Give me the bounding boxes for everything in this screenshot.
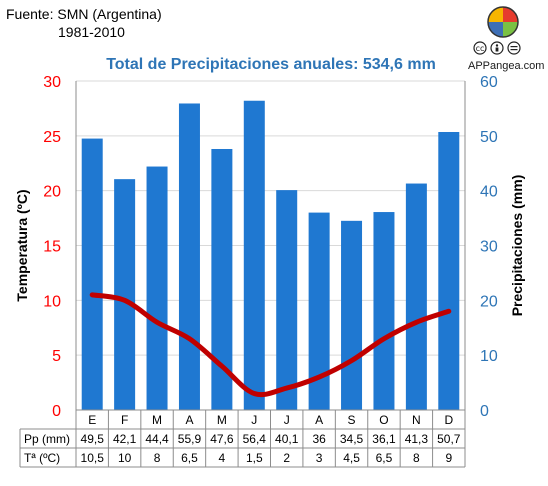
source-label: Fuente: SMN (Argentina) [6, 6, 162, 22]
table-value: 3 [316, 451, 323, 465]
nd-icon [507, 41, 521, 55]
precip-bar [308, 212, 330, 410]
period-label: 1981-2010 [58, 24, 125, 40]
x-tick-label: A [315, 413, 323, 427]
logo-yellow-piece [488, 7, 503, 22]
table-value: 2 [283, 451, 290, 465]
precip-bar [341, 220, 363, 410]
by-icon [490, 41, 504, 55]
precipitation-bars [81, 100, 460, 411]
x-tick-label: S [348, 413, 356, 427]
right-tick-label: 0 [480, 403, 489, 420]
table-value: 36,1 [372, 432, 396, 446]
temperature-line-path [89, 292, 452, 398]
table-value: 36 [312, 432, 326, 446]
left-tick-label: 10 [43, 293, 61, 310]
precip-bar [81, 138, 103, 410]
table-value: 6,5 [376, 451, 393, 465]
table-value: 34,5 [340, 432, 364, 446]
table-value: 9 [445, 451, 452, 465]
x-tick-label: D [444, 413, 453, 427]
right-tick-label: 60 [480, 74, 498, 91]
temperature-line [89, 292, 452, 398]
table-value: 1,5 [246, 451, 263, 465]
x-tick-label: O [379, 413, 388, 427]
x-tick-label: J [284, 413, 290, 427]
left-tick-label: 0 [52, 403, 61, 420]
chart-title: Total de Precipitaciones anuales: 534,6 … [106, 56, 436, 73]
x-tick-label: J [251, 413, 257, 427]
appangea-logo: cc [473, 6, 521, 55]
logo-blue-piece [488, 22, 503, 37]
table-value: 49,5 [81, 432, 105, 446]
left-axis-title: Temperatura (ºC) [14, 189, 30, 301]
precip-bar [146, 166, 168, 410]
precip-bar [114, 179, 136, 410]
svg-text:cc: cc [476, 44, 485, 53]
table-value: 50,7 [437, 432, 461, 446]
left-tick-label: 25 [43, 129, 61, 146]
table-value: 47,6 [210, 432, 234, 446]
brand-label: APPangea.com [468, 60, 545, 72]
grid-lines [76, 80, 465, 356]
table-value: 8 [154, 451, 161, 465]
precip-bar [405, 183, 427, 410]
right-tick-label: 30 [480, 239, 498, 256]
precip-bar [211, 148, 233, 410]
table-value: 41,3 [405, 432, 429, 446]
left-tick-label: 5 [52, 348, 61, 365]
x-tick-label: F [121, 413, 128, 427]
right-tick-label: 40 [480, 184, 498, 201]
right-tick-label: 50 [480, 129, 498, 146]
table-value: 10,5 [81, 451, 105, 465]
table-row-label: Pp (mm) [24, 432, 70, 446]
left-tick-label: 20 [43, 184, 61, 201]
right-axis-title: Precipitaciones (mm) [509, 175, 525, 317]
logo-red-piece [503, 7, 518, 22]
axes: 0 5 10 15 20 25 30 0 10 20 30 40 50 60 Temperatura (ºC… [14, 74, 525, 420]
table-value: 42,1 [113, 432, 137, 446]
x-tick-label: M [152, 413, 162, 427]
table-value: 4 [219, 451, 226, 465]
table-value: 55,9 [178, 432, 202, 446]
left-tick-label: 30 [43, 74, 61, 91]
table-value: 40,1 [275, 432, 299, 446]
right-tick-label: 10 [480, 348, 498, 365]
left-tick-label: 15 [43, 239, 61, 256]
table-value: 4,5 [343, 451, 360, 465]
x-tick-label: A [185, 413, 193, 427]
precip-bar [373, 212, 395, 410]
right-tick-label: 20 [480, 293, 498, 310]
data-table: E F M A M J J A S O N D Pp (mm) Tª (ºC) 49,5 42,1 44,4 55… [19, 409, 466, 468]
table-value: 56,4 [243, 432, 267, 446]
table-value: 6,5 [181, 451, 198, 465]
table-value: 10 [118, 451, 132, 465]
table-row-label: Tª (ºC) [24, 451, 60, 465]
precip-bar [438, 131, 460, 410]
x-tick-label: M [217, 413, 227, 427]
precip-bar [243, 100, 265, 411]
cc-icon [473, 41, 487, 55]
x-tick-label: N [412, 413, 421, 427]
logo-green-piece [503, 22, 518, 37]
table-value: 44,4 [145, 432, 169, 446]
precip-bar [276, 190, 298, 410]
table-value: 8 [413, 451, 420, 465]
precip-bar [178, 103, 200, 411]
x-tick-label: E [88, 413, 96, 427]
